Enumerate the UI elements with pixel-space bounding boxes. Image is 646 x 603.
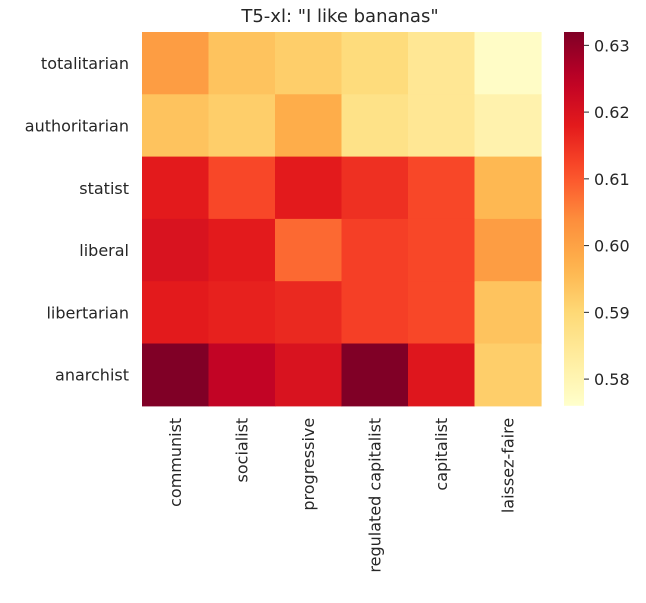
- heatmap-cell: [275, 32, 343, 95]
- x-axis-labels: communist socialist progressive regulated c…: [166, 418, 518, 573]
- heatmap-cell: [142, 218, 210, 282]
- heatmap-cell: [275, 343, 343, 407]
- y-tick-label: liberal: [79, 241, 129, 260]
- heatmap-cell: [142, 32, 210, 95]
- heatmap-cell: [474, 94, 542, 158]
- heatmap-cell: [208, 343, 276, 407]
- heatmap-cell: [341, 218, 409, 282]
- heatmap-cell: [408, 94, 476, 158]
- x-tick-label: communist: [166, 418, 185, 507]
- x-tick-label: progressive: [299, 418, 318, 511]
- heatmap-cell: [275, 94, 343, 158]
- heatmap-cell: [208, 32, 276, 95]
- heatmap-cell: [208, 156, 276, 220]
- heatmap-cell: [408, 32, 476, 95]
- y-tick-label: statist: [79, 179, 129, 198]
- heatmap-cell: [142, 94, 210, 158]
- heatmap-cell: [142, 156, 210, 220]
- heatmap-cell: [142, 343, 210, 407]
- y-axis-labels: totalitarian authoritarian statist liberal l…: [25, 54, 129, 385]
- heatmap-cell: [208, 281, 276, 345]
- heatmap-cell: [341, 94, 409, 158]
- heatmap-cell: [142, 281, 210, 345]
- heatmap-cell: [408, 343, 476, 407]
- heatmap-cell: [275, 156, 343, 220]
- colorbar-ticks: 0.58 0.59 0.60 0.61 0.62 0.63: [584, 36, 630, 389]
- y-tick-label: anarchist: [55, 366, 129, 385]
- heatmap-cell: [275, 218, 343, 282]
- colorbar-tick-label: 0.63: [594, 36, 630, 55]
- colorbar-tick-label: 0.58: [594, 370, 630, 389]
- heatmap-cell: [408, 281, 476, 345]
- heatmap-cell: [474, 32, 542, 95]
- heatmap-cell: [474, 156, 542, 220]
- x-tick-label: laissez-faire: [499, 418, 518, 513]
- heatmap-cell: [208, 94, 276, 158]
- heatmap-cell: [341, 32, 409, 95]
- heatmap-cell: [474, 343, 542, 407]
- heatmap-cell: [208, 218, 276, 282]
- heatmap-cell: [275, 281, 343, 345]
- y-tick-label: libertarian: [46, 303, 129, 322]
- colorbar-tick-label: 0.62: [594, 103, 630, 122]
- heatmap-cell: [341, 343, 409, 407]
- colorbar-tick-label: 0.61: [594, 170, 630, 189]
- heatmap-cell: [341, 156, 409, 220]
- x-tick-label: capitalist: [432, 418, 451, 491]
- heatmap-cell: [474, 281, 542, 345]
- x-tick-label: socialist: [233, 418, 252, 483]
- y-tick-label: totalitarian: [41, 54, 129, 73]
- heatmap-cell: [408, 156, 476, 220]
- chart-title: T5-xl: "I like bananas": [240, 6, 438, 27]
- heatmap-cell: [341, 281, 409, 345]
- colorbar-tick-label: 0.60: [594, 237, 630, 256]
- colorbar: [564, 32, 584, 406]
- heatmap-cell: [474, 218, 542, 282]
- colorbar-tick-label: 0.59: [594, 303, 630, 322]
- x-tick-label: regulated capitalist: [366, 418, 385, 573]
- heatmap-cells: [142, 32, 542, 407]
- heatmap-cell: [408, 218, 476, 282]
- y-tick-label: authoritarian: [25, 116, 129, 135]
